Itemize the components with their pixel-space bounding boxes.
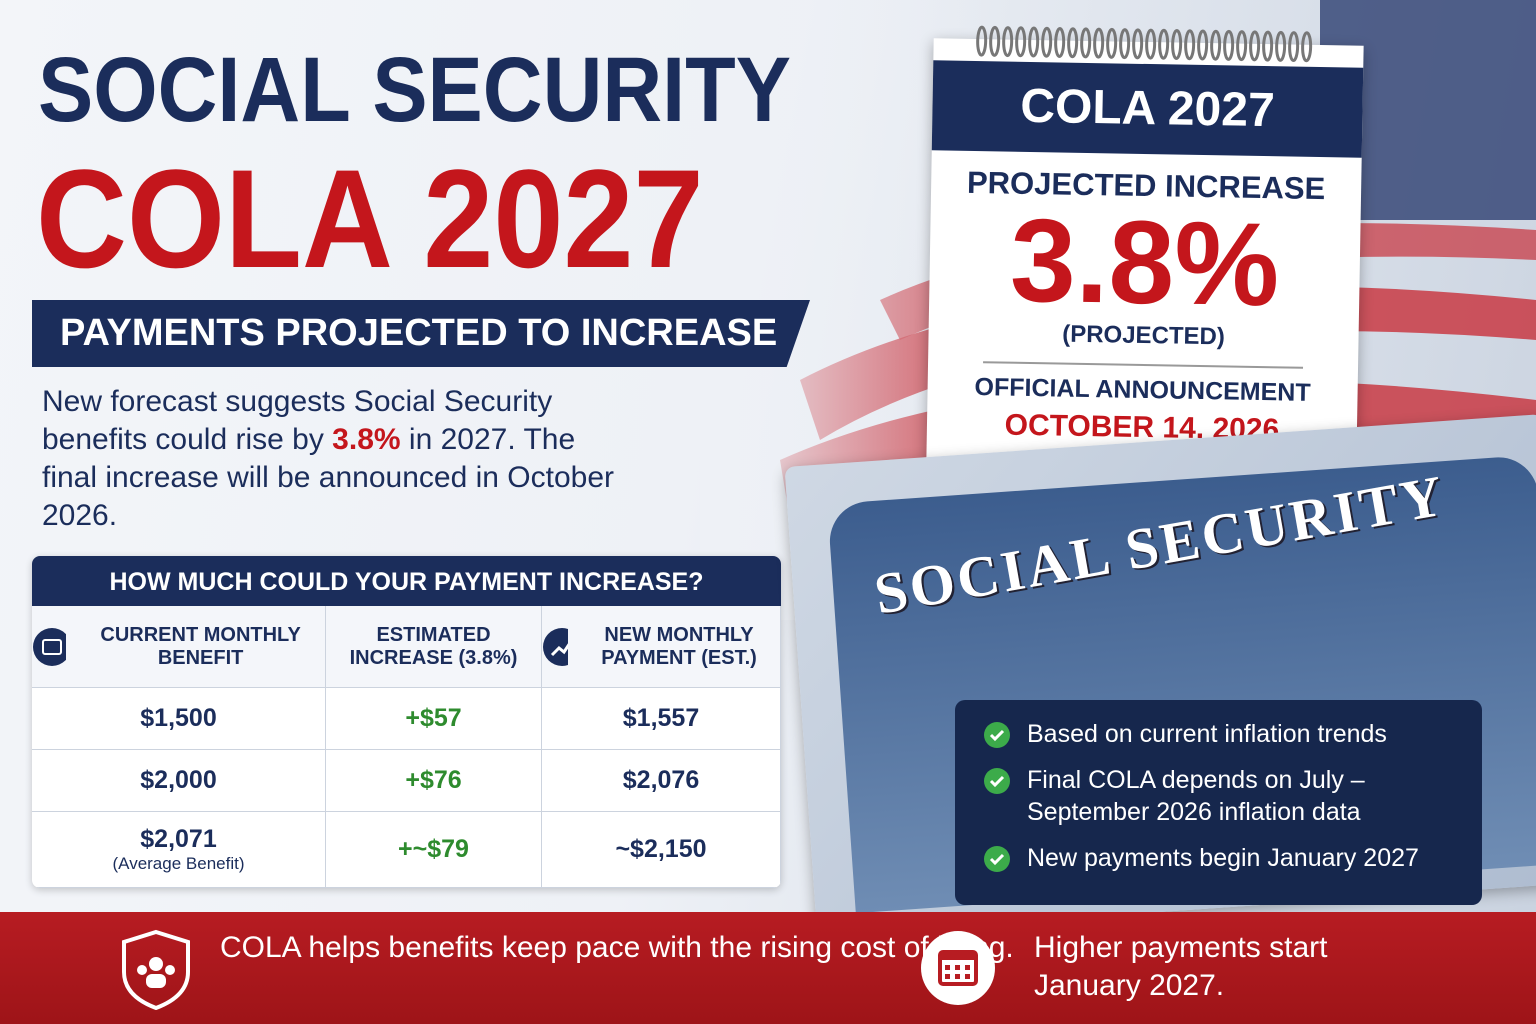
- footer-text: Higher payments start January 2027.: [1034, 931, 1328, 1002]
- table-cell: $1,557: [542, 688, 781, 750]
- checklist-item: New payments begin January 2027: [984, 842, 1462, 874]
- ring: [1132, 28, 1144, 60]
- cell-note: (Average Benefit): [112, 854, 245, 873]
- intro-text: New forecast suggests Social Security be…: [42, 383, 622, 535]
- footer-text: COLA helps benefits keep pace with the r…: [220, 931, 1014, 964]
- ring: [1275, 30, 1287, 62]
- banner: PAYMENTS PROJECTED TO INCREASE: [32, 300, 810, 367]
- title-line: SOCIAL SECURITY: [38, 39, 791, 141]
- table-title: HOW MUCH COULD YOUR PAYMENT INCREASE?: [32, 556, 781, 606]
- ring: [1223, 29, 1235, 61]
- header-text: CURRENT MONTHLY BENEFIT: [100, 623, 301, 669]
- calendar-header: COLA 2027: [931, 60, 1364, 158]
- column-header: ESTIMATED INCREASE (3.8%): [326, 606, 542, 688]
- title-line: COLA 2027: [36, 140, 704, 297]
- column-header: CURRENT MONTHLY BENEFIT: [32, 606, 326, 688]
- table-cell: ~$2,150: [542, 812, 781, 888]
- footer: COLA helps benefits keep pace with the r…: [0, 912, 1536, 1024]
- ring: [1041, 26, 1053, 58]
- table-cell: +$76: [326, 750, 542, 812]
- checklist-item: Final COLA depends on July – September 2…: [984, 764, 1462, 828]
- payment-table: HOW MUCH COULD YOUR PAYMENT INCREASE? CU…: [32, 556, 781, 888]
- checklist: Based on current inflation trends Final C…: [955, 700, 1482, 905]
- ring: [1093, 27, 1105, 59]
- ring: [1249, 30, 1261, 62]
- ring: [1288, 31, 1300, 63]
- table-cell: $2,000: [32, 750, 326, 812]
- shield-icon: [122, 929, 190, 1010]
- ring: [1197, 29, 1209, 61]
- ring: [989, 25, 1001, 57]
- header-text: ESTIMATED INCREASE (3.8%): [349, 623, 518, 669]
- ring: [1262, 30, 1274, 62]
- intro-highlight: 3.8%: [332, 423, 401, 456]
- table-cell: $2,071 (Average Benefit): [32, 812, 326, 888]
- ring: [1145, 28, 1157, 60]
- column-header: NEW MONTHLY PAYMENT (EST.): [542, 606, 781, 688]
- ring: [1054, 26, 1066, 58]
- ring: [1106, 27, 1118, 59]
- ring: [1067, 27, 1079, 59]
- ring: [1080, 27, 1092, 59]
- cell-value: $1,557: [622, 704, 700, 732]
- ring: [1171, 29, 1183, 61]
- cell-value: $2,071: [140, 825, 217, 853]
- table-cell: $1,500: [32, 688, 326, 750]
- ring: [976, 25, 988, 57]
- header-text: NEW MONTHLY PAYMENT (EST.): [601, 623, 757, 669]
- table-cell: +$57: [326, 688, 542, 750]
- table-grid: CURRENT MONTHLY BENEFIT ESTIMATED INCREAS…: [32, 606, 781, 888]
- check-icon: [984, 768, 1010, 794]
- intro-part: New forecast suggests Social Security be…: [42, 385, 553, 456]
- ring: [1210, 29, 1222, 61]
- ring: [1158, 28, 1170, 60]
- checklist-item: Based on current inflation trends: [984, 718, 1462, 750]
- table-cell: $2,076: [542, 750, 781, 812]
- ring: [1119, 28, 1131, 60]
- check-icon: [984, 722, 1010, 748]
- header-icon: [33, 627, 67, 666]
- ring: [1028, 26, 1040, 58]
- header-icon: [543, 627, 569, 666]
- cell-value: +$57: [405, 704, 462, 732]
- cell-value: +$76: [405, 766, 462, 794]
- cell-value: +~$79: [398, 835, 469, 863]
- check-icon: [984, 846, 1010, 872]
- calendar-rings: [976, 25, 1313, 63]
- ring: [1002, 26, 1014, 58]
- intro-part: in 2027. The final increase will be anno…: [42, 423, 615, 532]
- calendar-value: 3.8%: [1009, 194, 1281, 332]
- calendar: COLA 2027 PROJECTED INCREASE 3.8% (PROJE…: [926, 25, 1364, 468]
- cell-value: $1,500: [140, 704, 217, 732]
- ring: [1184, 29, 1196, 61]
- cell-value: $2,076: [622, 766, 700, 794]
- calendar-icon: [921, 931, 995, 1005]
- table-cell: +~$79: [326, 812, 542, 888]
- cell-value: $2,000: [140, 766, 217, 794]
- ring: [1236, 30, 1248, 62]
- ring: [1015, 26, 1027, 58]
- announcement-label: OFFICIAL ANNOUNCEMENT: [974, 373, 1311, 407]
- ring: [1301, 31, 1313, 63]
- cell-value: ~$2,150: [615, 835, 707, 863]
